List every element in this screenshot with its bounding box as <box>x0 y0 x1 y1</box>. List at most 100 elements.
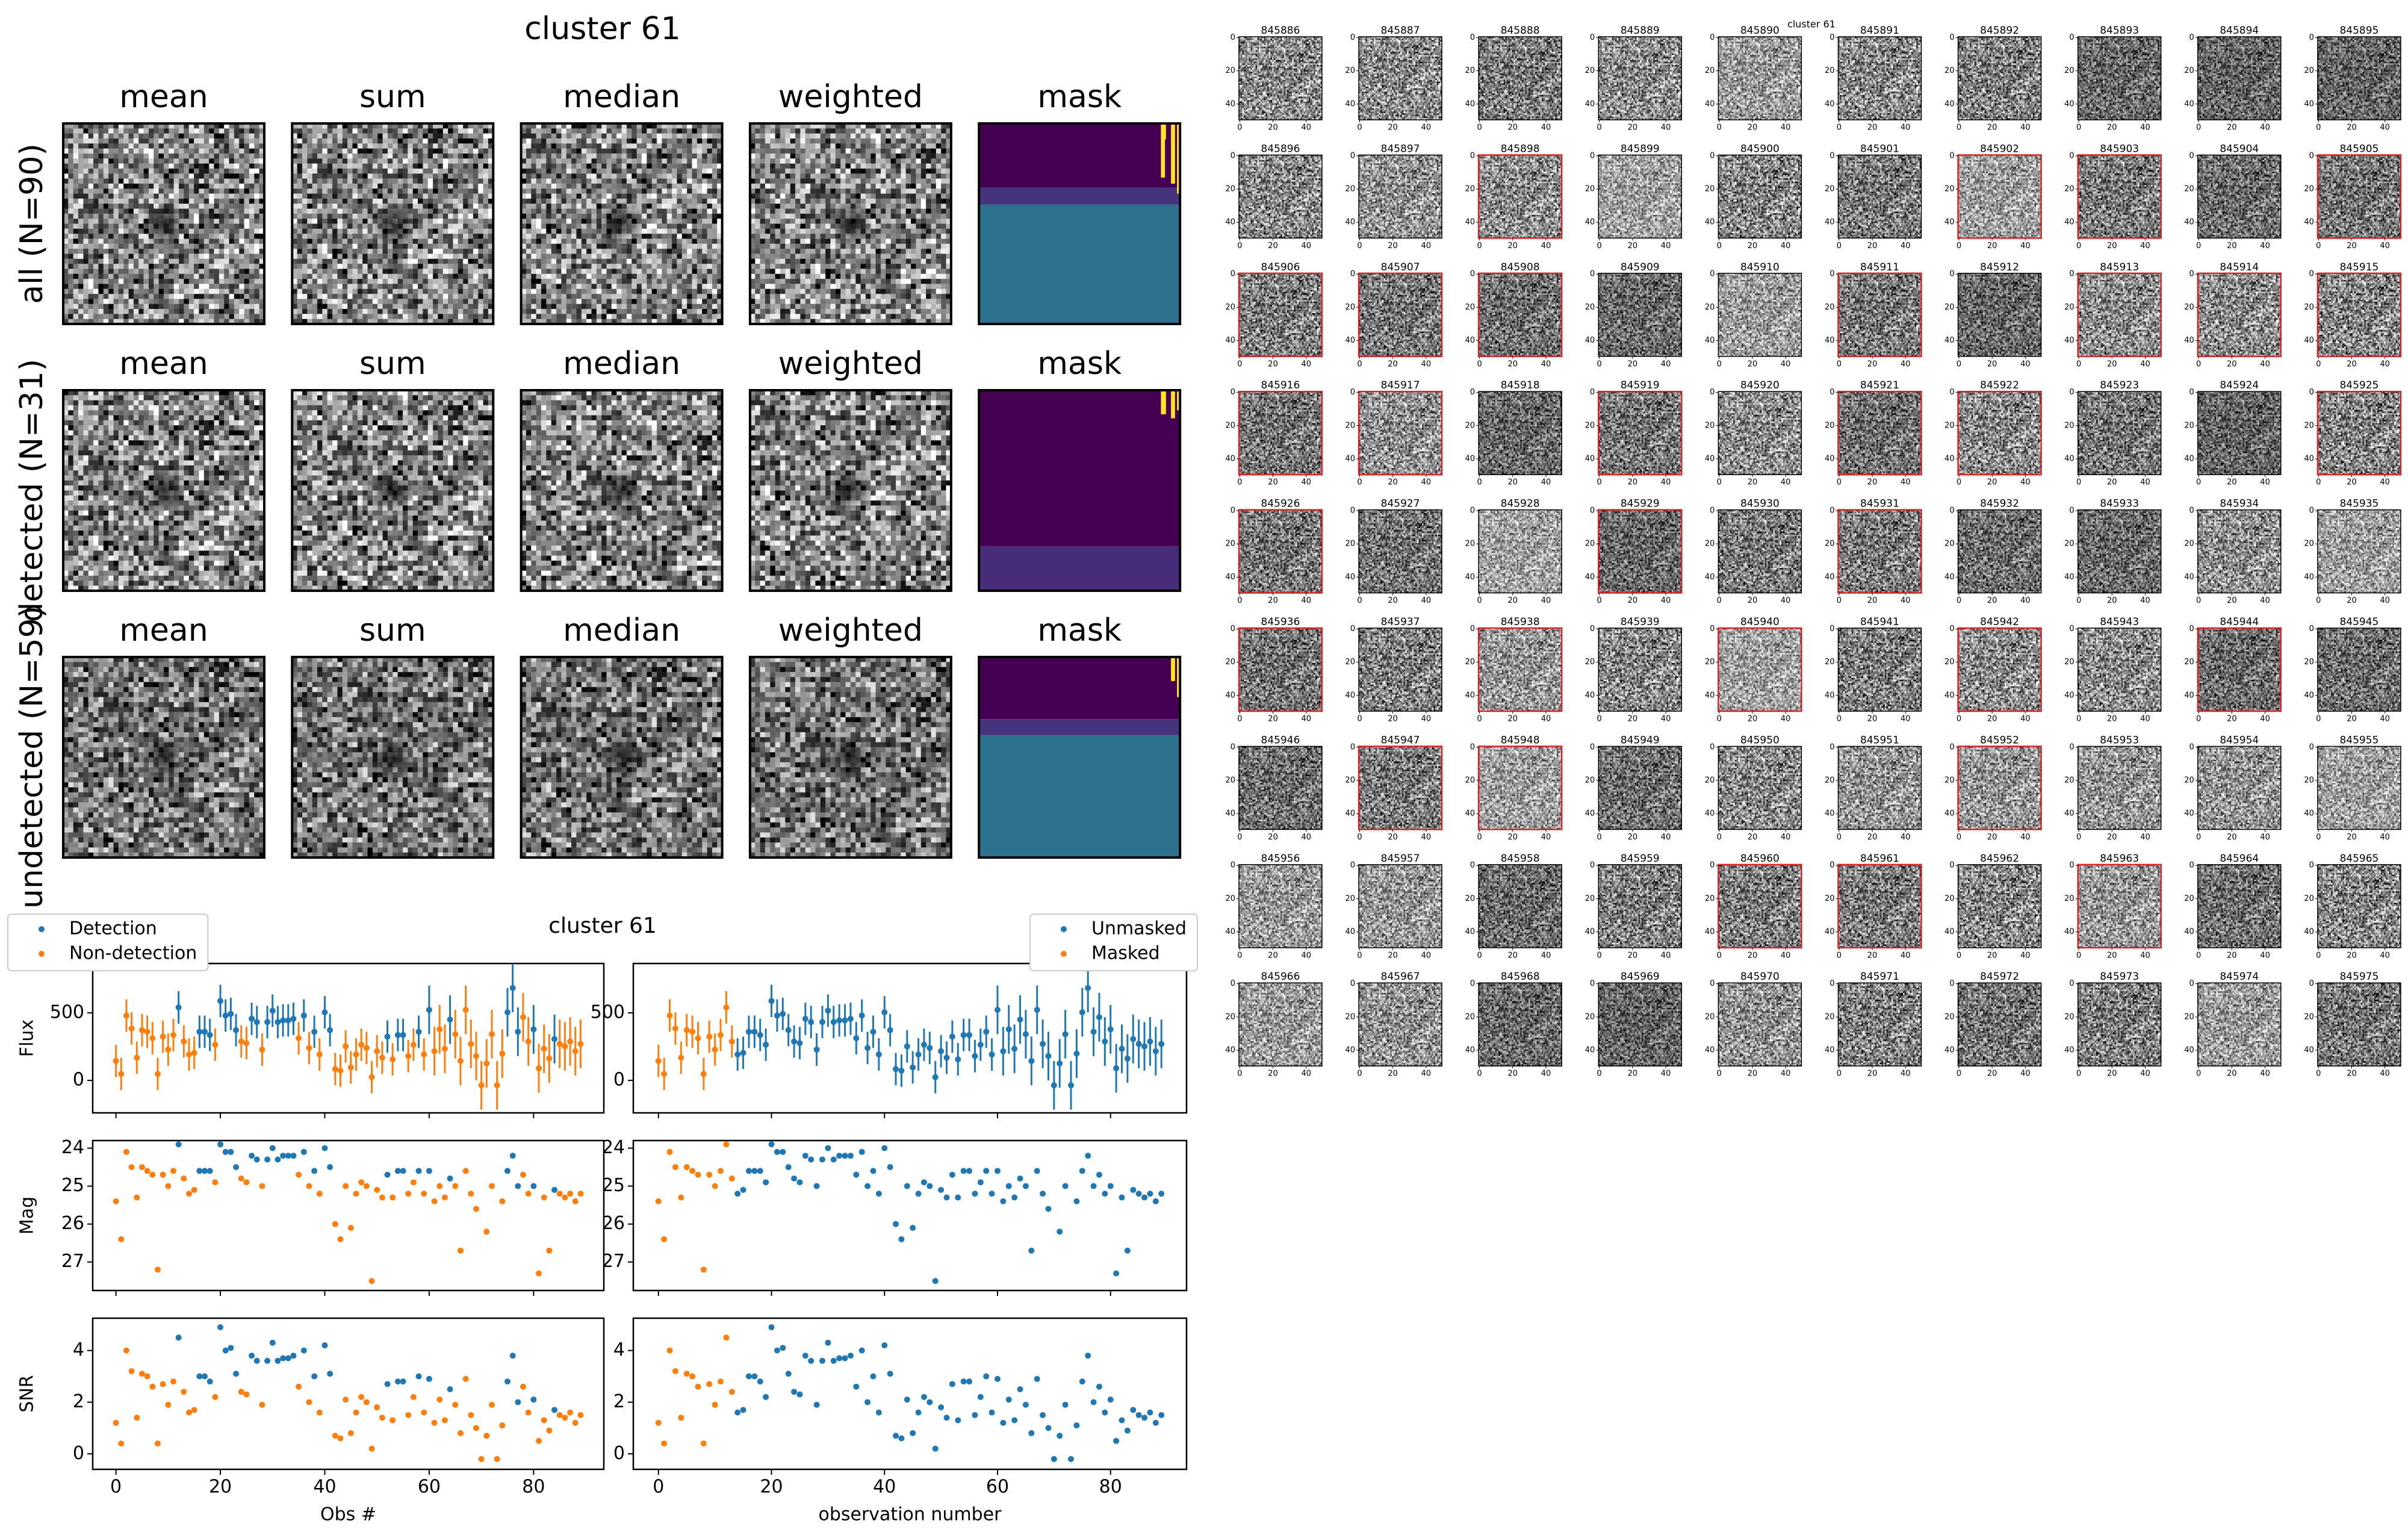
thumbnail-id: 845891 <box>1860 25 1899 37</box>
data-point <box>1113 1270 1120 1277</box>
thumbnail-x-tick-label: 0 <box>2196 596 2201 605</box>
data-point <box>830 1019 837 1026</box>
axes-frame <box>632 1317 1188 1471</box>
noise-image <box>2078 273 2161 356</box>
legend-marker <box>1060 926 1067 932</box>
noise-image <box>1239 628 1322 711</box>
data-point <box>316 1191 323 1197</box>
data-point <box>847 1015 854 1022</box>
data-point <box>938 1048 945 1054</box>
thumbnail-y-tick-label: 40 <box>1825 336 1835 345</box>
thumbnail-frame <box>2197 509 2282 594</box>
thumbnail-y-tick-label: 20 <box>1465 540 1476 549</box>
data-point <box>499 1050 506 1057</box>
thumbnail-frame <box>2197 391 2282 475</box>
data-point <box>666 1148 673 1155</box>
thumbnail-x-tick-label: 0 <box>1837 123 1842 132</box>
data-point <box>253 1019 260 1026</box>
thumbnail-y-tick-label: 40 <box>1345 336 1356 345</box>
thumbnail-x-tick-label: 0 <box>2316 123 2321 132</box>
data-point <box>661 1440 668 1447</box>
data-point <box>175 1004 182 1010</box>
data-point <box>813 1401 820 1408</box>
thumbnail-frame <box>1718 627 1802 712</box>
thumbnail-x-tick-label: 20 <box>1508 123 1518 132</box>
thumbnail-y-tick-label: 20 <box>1825 421 1835 430</box>
data-point <box>196 1168 203 1174</box>
thumbnail-y-tick-label: 20 <box>1585 66 1595 75</box>
thumbnail-y-tick-label: 20 <box>1345 303 1356 312</box>
mask-region <box>979 204 1181 324</box>
data-point <box>285 1355 291 1362</box>
noise-image <box>1718 509 1802 593</box>
data-point <box>819 1156 825 1163</box>
thumbnail-frame <box>1957 154 2042 239</box>
data-point <box>285 1017 291 1024</box>
data-point <box>1045 1206 1052 1212</box>
column-title: mean <box>119 612 208 649</box>
thumbnail-frame <box>2197 36 2282 120</box>
shade <box>2197 155 2281 238</box>
thumbnail-x-tick-label: 20 <box>2227 596 2237 605</box>
noise-image <box>1359 628 1442 711</box>
data-point <box>1135 1191 1142 1197</box>
noise-image <box>1479 509 1562 593</box>
thumbnail-x-tick-label: 0 <box>1717 478 1722 487</box>
thumbnail-y-tick-label: 40 <box>1225 336 1235 345</box>
data-point <box>723 1141 730 1148</box>
data-point <box>530 1026 537 1033</box>
thumbnail-x-tick-label: 0 <box>1357 596 1362 605</box>
y-tick-label: 26 <box>602 1213 625 1234</box>
data-point <box>1050 1082 1057 1089</box>
noise-fill <box>1239 273 1322 356</box>
thumbnail-id: 845927 <box>1381 498 1420 510</box>
data-point <box>1073 1422 1080 1429</box>
thumbnail-y-tick-label: 40 <box>2304 218 2314 227</box>
data-point <box>415 1373 422 1380</box>
thumbnail-y-tick-label: 20 <box>2184 540 2194 549</box>
thumbnail-x-tick-label: 0 <box>1477 360 1482 369</box>
data-point <box>243 1040 250 1047</box>
data-point <box>966 1378 973 1385</box>
thumbnail-id: 845890 <box>1740 25 1780 37</box>
noise-fill <box>1958 37 2041 120</box>
mask-streak <box>1171 123 1175 184</box>
thumbnail-y-tick-label: 0 <box>1590 388 1595 397</box>
data-point <box>983 1373 990 1380</box>
data-point <box>774 1148 780 1155</box>
data-point <box>1057 1228 1063 1235</box>
thumbnail-x-tick-label: 40 <box>1661 715 1671 724</box>
data-point <box>1022 1183 1029 1189</box>
thumbnail-y-tick-label: 0 <box>1230 388 1235 397</box>
data-point <box>1085 1153 1091 1159</box>
data-point <box>259 1401 265 1408</box>
data-point <box>483 1060 490 1066</box>
data-point <box>457 1057 464 1064</box>
thumbnail-y-tick-label: 40 <box>1345 218 1356 227</box>
shade <box>1598 37 1682 120</box>
data-point <box>400 1168 406 1174</box>
thumbnail-x-tick-label: 40 <box>2380 478 2390 487</box>
noise-fill <box>2317 391 2401 475</box>
data-point <box>1102 1409 1108 1416</box>
shade <box>1479 628 1562 711</box>
thumbnail-y-tick-label: 20 <box>2304 184 2314 193</box>
noise-fill <box>1718 628 1802 711</box>
thumbnail-id: 845889 <box>1621 25 1660 37</box>
thumbnail-frame <box>2077 509 2162 594</box>
data-point <box>436 1396 443 1403</box>
thumbnail-y-tick-label: 40 <box>2184 336 2194 345</box>
data-point <box>138 1164 145 1171</box>
noise-fill <box>2197 509 2281 593</box>
data-point <box>893 1433 899 1439</box>
thumbnail-id: 845904 <box>2220 143 2259 155</box>
thumbnail-x-tick-label: 0 <box>1597 360 1602 369</box>
shade <box>1239 628 1322 711</box>
thumbnail-y-tick-label: 40 <box>1825 691 1835 700</box>
noise-fill <box>1598 628 1682 711</box>
thumbnail-x-tick-label: 20 <box>1508 241 1518 251</box>
noise-fill <box>1239 628 1322 711</box>
thumbnail-x-tick-label: 40 <box>2380 360 2390 369</box>
thumbnail-y-tick-label: 20 <box>2184 66 2194 75</box>
data-point <box>316 1051 323 1058</box>
